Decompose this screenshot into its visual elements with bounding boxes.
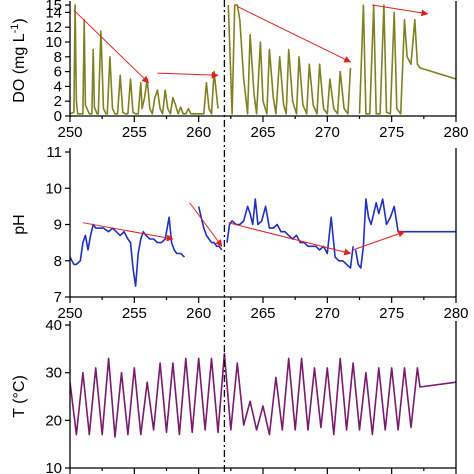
do-y-axis-title-text: DO (mg L	[11, 33, 28, 102]
temp-y-tick-label-2: 30	[45, 365, 62, 382]
temp-series-line-0	[70, 352, 456, 438]
do-trend-arrow-0	[73, 9, 149, 84]
ph-y-axis-title: pH	[11, 214, 28, 234]
ph-trend-arrow-0	[82, 222, 174, 242]
ph-x-tick-label-6: 280	[443, 305, 468, 322]
do-y-tick-label-5: 10	[45, 34, 62, 51]
do-x-tick-label-1: 255	[122, 124, 147, 141]
temp-y-axis-title-text: T (°C)	[11, 375, 28, 418]
ph-y-tick-label-4: 11	[46, 144, 62, 161]
do-series-line-0	[70, 4, 219, 115]
temp-y-tick-label-1: 20	[45, 412, 62, 429]
do-y-tick-label-8: 15	[45, 0, 62, 14]
ph-x-tick-label-0: 250	[57, 305, 82, 322]
ph-x-tick-label-5: 275	[379, 305, 404, 322]
temp-panel: 10 20 30 40 T (°C)	[11, 317, 457, 474]
do-x-tick-label-4: 270	[315, 124, 340, 141]
do-y-axis-title-suffix: )	[11, 18, 28, 23]
ph-trend-arrow-2	[228, 222, 352, 256]
ph-panel: 7 8 9 10 11 250 255 260 265 270 275 280 pH	[11, 144, 469, 322]
do-x-tick-label-6: 280	[443, 124, 468, 141]
ph-series-line-2	[226, 198, 354, 269]
ph-y-tick-label-2: 9	[54, 217, 62, 234]
ph-y-axis-title-text: pH	[11, 214, 28, 234]
temp-y-tick-label-0: 10	[45, 460, 62, 474]
ph-series-line-3	[354, 198, 456, 269]
ph-series-line-0	[70, 216, 186, 287]
do-y-tick-label-4: 8	[54, 49, 62, 66]
do-y-tick-label-3: 6	[54, 64, 62, 81]
ph-y-tick-label-0: 7	[54, 289, 62, 306]
ph-y-tick-label-1: 8	[54, 253, 62, 270]
do-y-axis-title-superscript: -1	[9, 24, 21, 34]
do-y-tick-label-0: 0	[54, 108, 62, 125]
do-x-tick-label-2: 260	[186, 124, 211, 141]
do-y-tick-label-7: 14	[45, 4, 62, 21]
do-trend-arrow-3	[372, 4, 429, 17]
temp-y-tick-label-3: 40	[45, 317, 62, 334]
ph-x-tick-label-1: 255	[122, 305, 147, 322]
do-trend-arrow-1	[157, 71, 219, 79]
ph-series-line-1	[197, 206, 223, 251]
do-y-axis-title: DO (mg L-1)	[9, 18, 28, 102]
temp-y-axis-title: T (°C)	[11, 375, 28, 418]
do-series-line-2	[358, 4, 456, 115]
do-x-tick-label-3: 265	[250, 124, 275, 141]
do-series-line-1	[227, 4, 352, 115]
ph-trend-arrow-1	[189, 202, 223, 247]
ph-x-tick-label-3: 265	[250, 305, 275, 322]
do-trend-arrow-2	[237, 6, 352, 63]
do-x-tick-label-0: 250	[57, 124, 82, 141]
do-y-tick-label-6: 12	[45, 19, 62, 36]
do-y-tick-label-2: 4	[54, 78, 62, 95]
ph-trend-arrow-3	[352, 230, 406, 251]
do-x-tick-label-5: 275	[379, 124, 404, 141]
do-y-tick-label-1: 2	[54, 93, 62, 110]
ph-x-tick-label-4: 270	[315, 305, 340, 322]
ph-x-tick-label-2: 260	[186, 305, 211, 322]
ph-y-tick-label-3: 10	[45, 180, 62, 197]
